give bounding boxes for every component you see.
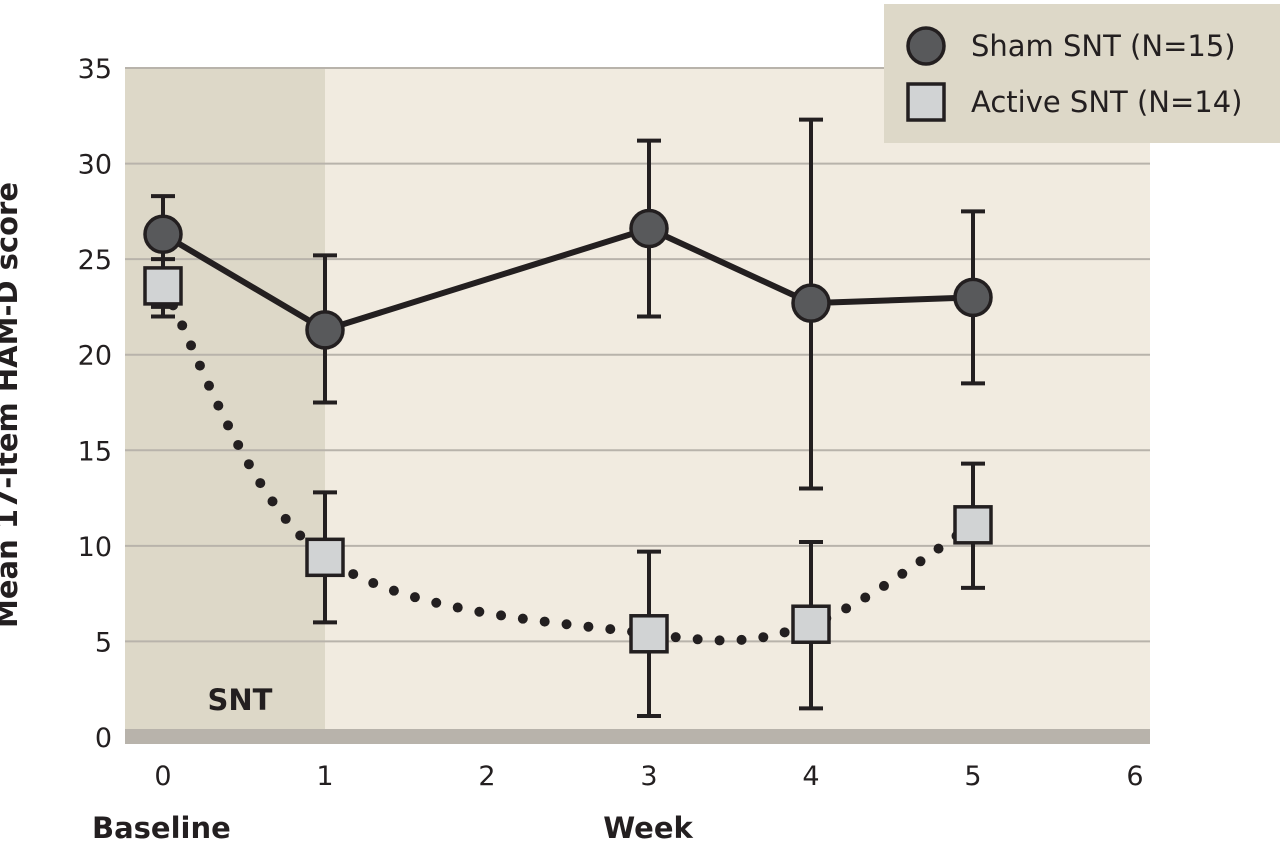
y-tick-label: 20 [78,341,112,372]
data-point-active [791,604,831,644]
legend-marker-sham [906,26,946,66]
x-axis-baseline-bar [125,729,1150,744]
data-point-active [305,537,345,578]
data-point-sham [791,283,831,323]
data-point-active [629,614,669,654]
legend-label: Active SNT (N=14) [971,85,1242,119]
baseline-label: Baseline [92,811,231,845]
data-point-active [143,266,183,306]
legend-label: Sham SNT (N=15) [971,29,1236,63]
y-tick-label: 5 [95,627,112,658]
y-tick-label: 30 [78,150,112,181]
x-tick-label: 5 [964,761,981,792]
data-point-sham [629,208,669,249]
data-point-sham [143,214,183,255]
x-tick-label: 0 [154,761,171,792]
x-tick-label: 6 [1126,761,1143,792]
series-line-active [158,280,978,646]
legend: Sham SNT (N=15) Active SNT (N=14) [884,4,1280,143]
x-axis-title: Week [603,811,693,845]
y-tick-label: 15 [78,436,112,467]
y-tick-label: 10 [78,532,112,563]
y-tick-label: 0 [95,723,112,754]
legend-marker-active [906,82,946,122]
legend-background [884,4,1280,143]
y-tick-label: 35 [78,54,112,85]
y-tick-label: 25 [78,245,112,276]
x-tick-label: 1 [316,761,333,792]
data-point-sham [305,310,345,350]
y-axis-title: Mean 17-Item HAM-D score [0,182,24,628]
snt-shaded-region [125,68,325,737]
x-tick-label: 2 [478,761,495,792]
data-markers [143,208,993,654]
axis-ticks: 0 5 10 15 20 25 30 35 0 1 2 3 4 5 6 [78,54,1144,792]
data-point-sham [953,277,993,318]
x-tick-label: 3 [640,761,657,792]
x-tick-label: 4 [802,761,819,792]
shaded-region-label: SNT [208,683,273,717]
data-point-active [953,505,993,545]
